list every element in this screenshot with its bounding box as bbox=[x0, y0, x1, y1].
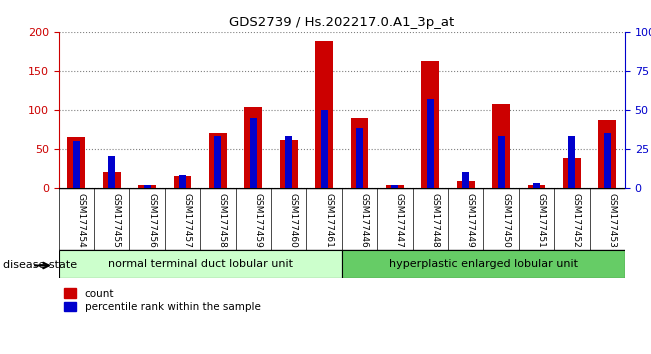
Bar bbox=[68, 137, 85, 188]
Bar bbox=[59, 250, 342, 278]
Bar bbox=[391, 184, 398, 188]
Bar bbox=[421, 62, 439, 188]
Text: GSM177450: GSM177450 bbox=[501, 193, 510, 247]
Bar bbox=[386, 185, 404, 188]
Text: GSM177451: GSM177451 bbox=[536, 193, 546, 247]
Bar bbox=[497, 136, 505, 188]
Bar bbox=[598, 120, 616, 188]
Title: GDS2739 / Hs.202217.0.A1_3p_at: GDS2739 / Hs.202217.0.A1_3p_at bbox=[229, 16, 454, 29]
Bar bbox=[214, 136, 221, 188]
Text: GSM177454: GSM177454 bbox=[76, 193, 85, 247]
Bar bbox=[138, 184, 156, 188]
Bar bbox=[209, 133, 227, 188]
Text: GSM177449: GSM177449 bbox=[465, 193, 475, 247]
Bar bbox=[244, 107, 262, 188]
Text: GSM177452: GSM177452 bbox=[572, 193, 581, 247]
Bar bbox=[342, 250, 625, 278]
Text: GSM177455: GSM177455 bbox=[112, 193, 120, 247]
Text: normal terminal duct lobular unit: normal terminal duct lobular unit bbox=[107, 259, 293, 269]
Legend: count, percentile rank within the sample: count, percentile rank within the sample bbox=[64, 289, 260, 312]
Bar bbox=[527, 185, 546, 188]
Bar bbox=[285, 136, 292, 188]
Bar bbox=[533, 183, 540, 188]
Bar bbox=[250, 118, 256, 188]
Text: GSM177453: GSM177453 bbox=[607, 193, 616, 247]
Bar bbox=[315, 41, 333, 188]
Text: hyperplastic enlarged lobular unit: hyperplastic enlarged lobular unit bbox=[389, 259, 578, 269]
Text: GSM177461: GSM177461 bbox=[324, 193, 333, 247]
Bar bbox=[356, 129, 363, 188]
Bar bbox=[103, 172, 120, 188]
Text: GSM177457: GSM177457 bbox=[182, 193, 191, 247]
Text: disease state: disease state bbox=[3, 260, 77, 270]
Bar bbox=[563, 158, 581, 188]
Text: GSM177459: GSM177459 bbox=[253, 193, 262, 247]
Bar bbox=[143, 184, 150, 188]
Text: GSM177458: GSM177458 bbox=[218, 193, 227, 247]
Bar bbox=[73, 141, 80, 188]
Bar bbox=[174, 176, 191, 188]
Bar bbox=[179, 175, 186, 188]
Bar bbox=[108, 156, 115, 188]
Bar bbox=[457, 181, 475, 188]
Text: GSM177447: GSM177447 bbox=[395, 193, 404, 247]
Bar bbox=[492, 104, 510, 188]
Text: GSM177448: GSM177448 bbox=[430, 193, 439, 247]
Bar bbox=[568, 136, 575, 188]
Bar bbox=[427, 99, 434, 188]
Bar bbox=[462, 172, 469, 188]
Bar bbox=[280, 140, 298, 188]
Bar bbox=[320, 110, 327, 188]
Text: GSM177460: GSM177460 bbox=[288, 193, 298, 247]
Bar bbox=[603, 133, 611, 188]
Text: GSM177446: GSM177446 bbox=[359, 193, 368, 247]
Text: GSM177456: GSM177456 bbox=[147, 193, 156, 247]
Bar bbox=[351, 118, 368, 188]
